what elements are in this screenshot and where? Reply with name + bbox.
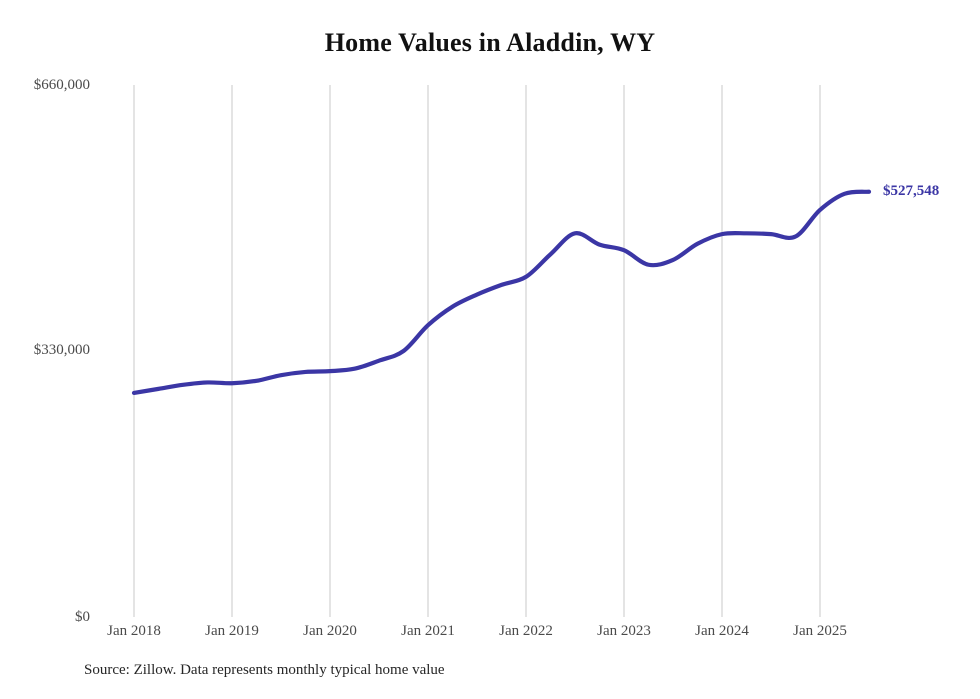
x-axis-tick-jan-2020: Jan 2020	[303, 623, 357, 639]
gridlines	[133, 85, 821, 617]
y-axis-tick-330000: $330,000	[33, 342, 90, 358]
x-axis-tick-jan-2024: Jan 2024	[695, 623, 749, 639]
x-axis-tick-jan-2022: Jan 2022	[499, 623, 553, 639]
x-axis-tick-jan-2021: Jan 2021	[401, 623, 455, 639]
x-axis-tick-jan-2019: Jan 2019	[205, 623, 259, 639]
end-value-annotation: $527,548	[883, 182, 940, 199]
y-axis-tick-0: $0	[75, 609, 90, 625]
y-axis-tick-660000: $660,000	[33, 77, 90, 93]
x-axis-tick-jan-2018: Jan 2018	[107, 623, 161, 639]
x-axis-tick-jan-2023: Jan 2023	[597, 623, 651, 639]
x-axis-tick-jan-2025: Jan 2025	[793, 623, 847, 639]
series-line-typical-home-value	[131, 189, 872, 396]
page-title: Home Values in Aladdin, WY	[324, 28, 656, 57]
source-caption: Source: Zillow. Data represents monthly …	[84, 662, 445, 678]
